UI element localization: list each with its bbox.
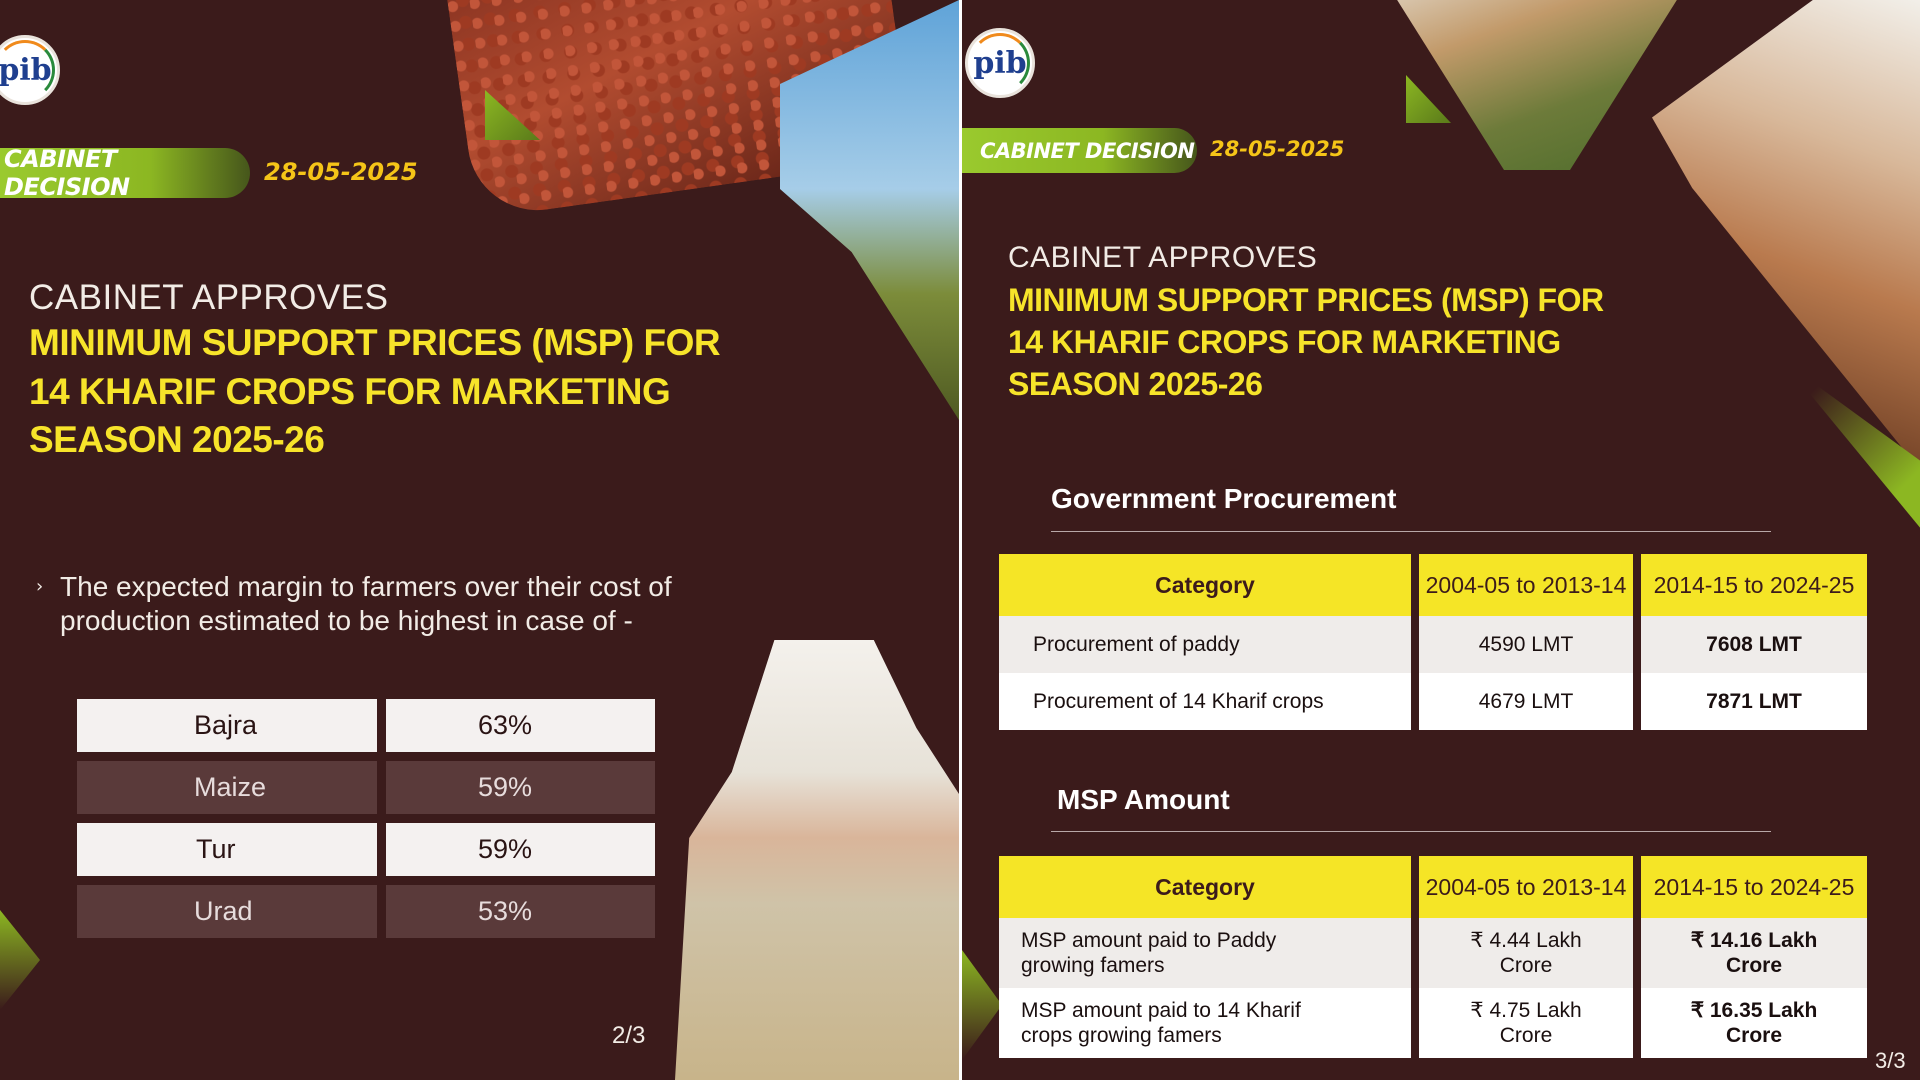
title-line-1: MINIMUM SUPPORT PRICES (MSP) FOR bbox=[1008, 282, 1604, 318]
period-2-value: ₹ 14.16 Lakh Crore bbox=[1641, 918, 1867, 988]
column-header-period-1: 2004-05 to 2013-14 bbox=[1419, 554, 1633, 616]
green-accent-shape bbox=[0, 910, 40, 1010]
category-cell: Procurement of 14 Kharif crops bbox=[999, 673, 1411, 730]
decision-date: 28-05-2025 bbox=[1210, 137, 1345, 161]
table-row: Procurement of 14 Kharif crops 4679 LMT … bbox=[999, 673, 1867, 730]
column-header-category: Category bbox=[999, 554, 1411, 616]
crop-margin-percent: 63% bbox=[386, 699, 655, 752]
title-line-3: SEASON 2025-26 bbox=[29, 419, 325, 460]
table-row: MSP amount paid to Paddy growing famers … bbox=[999, 918, 1867, 988]
crop-name: Maize bbox=[77, 761, 377, 814]
category-cell: Procurement of paddy bbox=[999, 616, 1411, 673]
table-row: Bajra 63% bbox=[77, 699, 655, 752]
period-2-value: 7608 LMT bbox=[1641, 616, 1867, 673]
chevron-right-icon: › bbox=[36, 576, 44, 597]
category-cell: MSP amount paid to 14 Kharif crops growi… bbox=[999, 988, 1411, 1058]
cabinet-decision-badge: CABINET DECISION bbox=[962, 128, 1197, 173]
msp-amount-table: Category 2004-05 to 2013-14 2014-15 to 2… bbox=[999, 856, 1867, 1058]
prime-minister-photo bbox=[675, 640, 959, 1080]
farmer-field-image bbox=[1372, 0, 1702, 170]
green-accent-shape bbox=[962, 950, 1002, 1060]
decision-date: 28-05-2025 bbox=[264, 158, 418, 186]
period-1-value: 4679 LMT bbox=[1419, 673, 1633, 730]
section-divider bbox=[1051, 531, 1771, 532]
farming-family-image bbox=[1652, 0, 1920, 470]
title-intro: CABINET APPROVES bbox=[1008, 241, 1318, 274]
table-header-row: Category 2004-05 to 2013-14 2014-15 to 2… bbox=[999, 554, 1867, 616]
margin-bullet: › The expected margin to farmers over th… bbox=[36, 570, 776, 638]
table-header-row: Category 2004-05 to 2013-14 2014-15 to 2… bbox=[999, 856, 1867, 918]
table-row: Tur 59% bbox=[77, 823, 655, 876]
crop-name: Bajra bbox=[77, 699, 377, 752]
column-header-category: Category bbox=[999, 856, 1411, 918]
crop-margin-percent: 53% bbox=[386, 885, 655, 938]
procurement-table: Category 2004-05 to 2013-14 2014-15 to 2… bbox=[999, 554, 1867, 730]
period-1-value: ₹ 4.75 Lakh Crore bbox=[1419, 988, 1633, 1058]
table-row: MSP amount paid to 14 Kharif crops growi… bbox=[999, 988, 1867, 1058]
table-row: Procurement of paddy 4590 LMT 7608 LMT bbox=[999, 616, 1867, 673]
table-row: Maize 59% bbox=[77, 761, 655, 814]
crop-name: Urad bbox=[77, 885, 377, 938]
slide-2-of-3: pib CABINET DECISION 28-05-2025 CABINET … bbox=[0, 0, 959, 1080]
pib-logo: pib bbox=[965, 28, 1035, 98]
page-number: 2/3 bbox=[612, 1022, 646, 1049]
period-2-value: ₹ 16.35 Lakh Crore bbox=[1641, 988, 1867, 1058]
title-line-3: SEASON 2025-26 bbox=[1008, 366, 1263, 402]
cabinet-decision-badge: CABINET DECISION bbox=[0, 145, 250, 201]
slide-3-of-3: pib CABINET DECISION 28-05-2025 CABINET … bbox=[962, 0, 1920, 1080]
period-2-value: 7871 LMT bbox=[1641, 673, 1867, 730]
title-intro: CABINET APPROVES bbox=[29, 278, 389, 317]
procurement-section-title: Government Procurement bbox=[1051, 483, 1397, 514]
margin-bullet-text: The expected margin to farmers over thei… bbox=[60, 571, 672, 636]
title-line-2: 14 KHARIF CROPS FOR MARKETING bbox=[29, 371, 671, 412]
column-header-period-1: 2004-05 to 2013-14 bbox=[1419, 856, 1633, 918]
green-accent-triangle bbox=[1406, 75, 1451, 123]
table-row: Urad 53% bbox=[77, 885, 655, 938]
crop-margin-percent: 59% bbox=[386, 823, 655, 876]
period-1-value: 4590 LMT bbox=[1419, 616, 1633, 673]
crop-name: Tur bbox=[77, 823, 377, 876]
section-divider bbox=[1051, 831, 1771, 832]
column-header-period-2: 2014-15 to 2024-25 bbox=[1641, 554, 1867, 616]
period-1-value: ₹ 4.44 Lakh Crore bbox=[1419, 918, 1633, 988]
crop-margin-percent: 59% bbox=[386, 761, 655, 814]
msp-section-title: MSP Amount bbox=[1057, 784, 1230, 815]
category-cell: MSP amount paid to Paddy growing famers bbox=[999, 918, 1411, 988]
column-header-period-2: 2014-15 to 2024-25 bbox=[1641, 856, 1867, 918]
pib-logo: pib bbox=[0, 35, 60, 105]
title-line-2: 14 KHARIF CROPS FOR MARKETING bbox=[1008, 324, 1561, 360]
crop-margin-table: Bajra 63% Maize 59% Tur 59% Urad 53% bbox=[77, 699, 655, 947]
title-line-1: MINIMUM SUPPORT PRICES (MSP) FOR bbox=[29, 322, 721, 363]
page-number: 3/3 bbox=[1875, 1048, 1906, 1073]
